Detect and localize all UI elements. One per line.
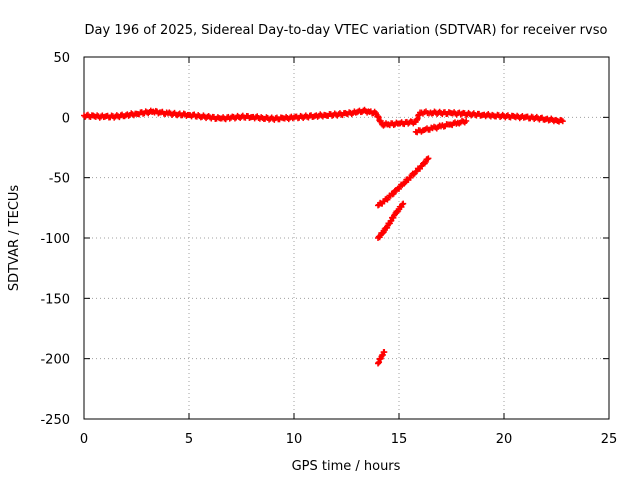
y-tick-label: -50 — [49, 172, 70, 187]
data-point — [425, 155, 432, 162]
data-point — [390, 190, 397, 197]
data-point — [400, 200, 407, 207]
axis-ticks: 0 5 10 15 20 25 -250 -200 -150 -100 -50 0 50 — [40, 51, 617, 447]
x-tick-label: 5 — [185, 432, 193, 447]
y-tick-label: -100 — [40, 232, 70, 247]
y-tick-label: 50 — [53, 51, 70, 66]
data-point — [424, 156, 431, 163]
chart-title: Day 196 of 2025, Sidereal Day-to-day VTE… — [85, 23, 608, 38]
x-tick-label: 0 — [80, 432, 88, 447]
x-tick-label: 10 — [286, 432, 303, 447]
x-tick-label: 15 — [391, 432, 408, 447]
y-tick-label: 0 — [62, 111, 70, 126]
x-tick-label: 20 — [496, 432, 513, 447]
data-point — [399, 201, 406, 208]
y-tick-label: -200 — [40, 353, 70, 368]
y-tick-label: -150 — [40, 292, 70, 307]
data-point — [380, 229, 387, 236]
data-point — [381, 349, 388, 356]
data-points — [81, 106, 566, 367]
y-tick-label: -250 — [40, 413, 70, 428]
data-point — [380, 228, 387, 235]
x-tick-label: 25 — [601, 432, 618, 447]
data-point — [463, 117, 470, 124]
y-axis-label: SDTVAR / TECUs — [7, 185, 22, 292]
x-axis-label: GPS time / hours — [292, 459, 401, 474]
data-point — [559, 118, 566, 125]
